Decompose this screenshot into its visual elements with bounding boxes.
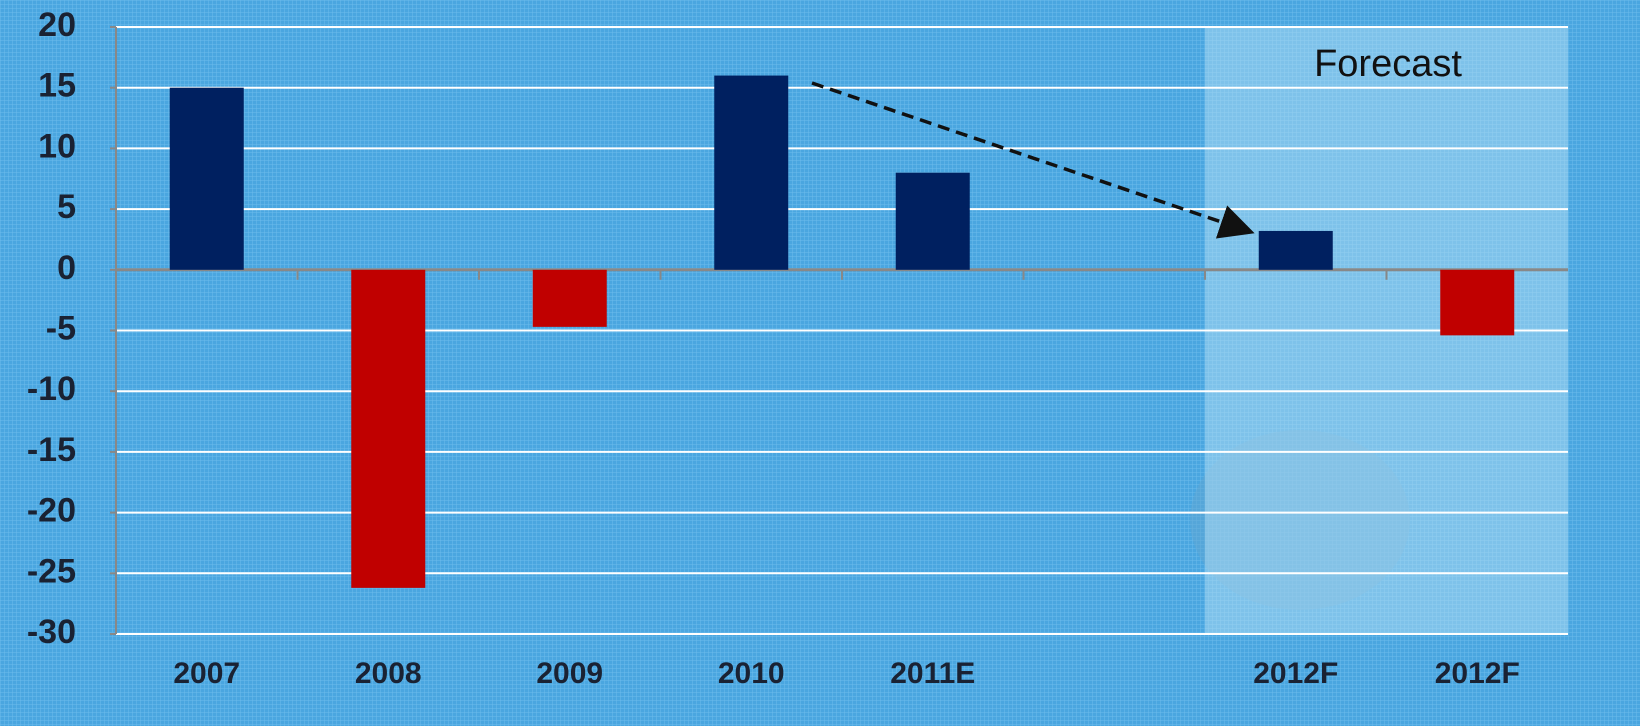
y-tick-label: 10 <box>38 127 76 165</box>
y-tick-label: -5 <box>46 309 76 347</box>
bar <box>170 88 244 270</box>
bar <box>533 270 607 327</box>
x-tick-label: 2009 <box>536 657 603 690</box>
y-tick-label: 0 <box>57 249 76 287</box>
y-tick-label: 20 <box>38 6 76 44</box>
y-tick-label: -10 <box>27 370 76 408</box>
bar <box>896 173 970 270</box>
x-tick-label: 2011E <box>890 657 975 690</box>
bar <box>1440 270 1514 336</box>
x-tick-label: 2008 <box>355 657 422 690</box>
bar <box>714 76 788 270</box>
x-tick-label: 2007 <box>173 657 240 690</box>
y-tick-label: 15 <box>38 67 76 105</box>
chart: -30 -25 -20 -15 -10 -5 0 5 10 15 20 2007 2008 2009 201… <box>0 0 1640 726</box>
bar <box>351 270 425 588</box>
y-tick-label: -30 <box>27 613 76 651</box>
annotation: Forecast <box>1314 43 1462 85</box>
page: -30 -25 -20 -15 -10 -5 0 5 10 15 20 2007 2008 2009 201… <box>0 0 1640 726</box>
x-tick-label: 2010 <box>718 657 785 690</box>
y-tick-label: -15 <box>27 431 76 469</box>
y-tick-label: -25 <box>27 552 76 590</box>
y-tick-label: 5 <box>57 188 76 226</box>
bar <box>1259 231 1333 270</box>
y-tick-label: -20 <box>27 492 76 530</box>
x-tick-label: 2012F <box>1253 657 1338 690</box>
x-tick-label: 2012F <box>1435 657 1520 690</box>
